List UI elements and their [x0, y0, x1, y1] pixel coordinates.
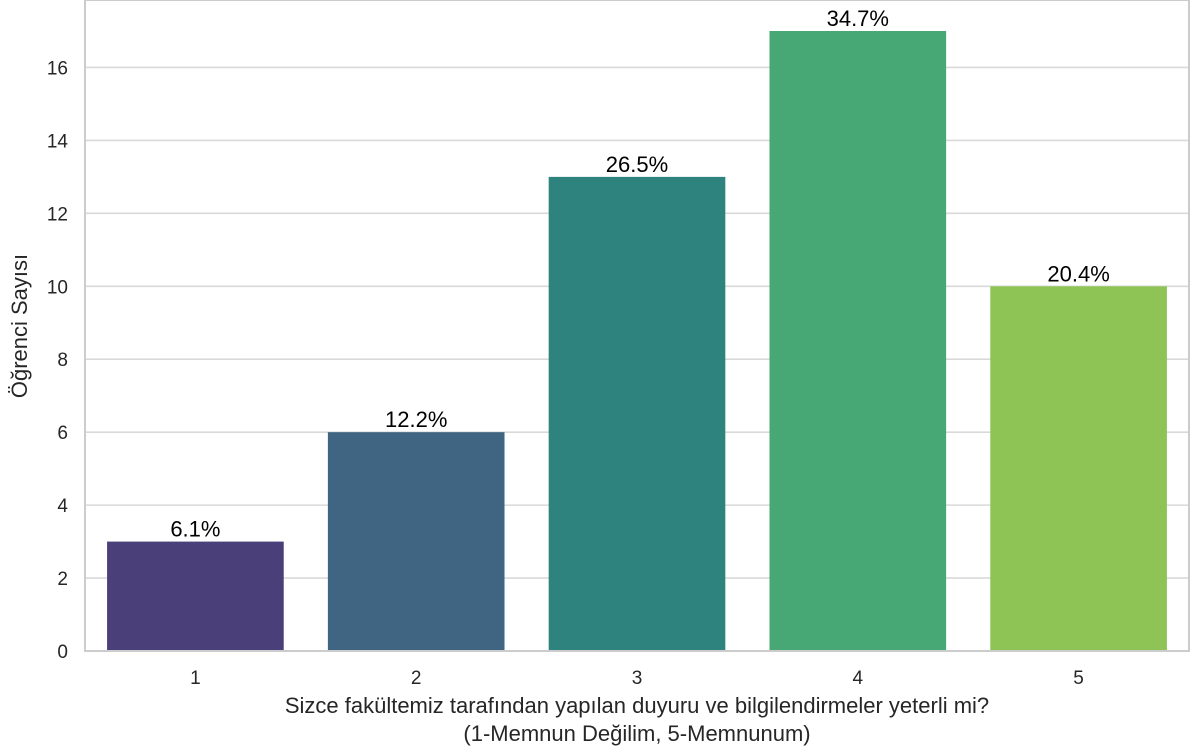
bars [107, 31, 1167, 651]
x-tick-labels: 1 2 3 4 5 [190, 668, 1084, 689]
y-tick-label: 6 [57, 423, 68, 444]
y-tick-label: 4 [57, 496, 68, 517]
x-axis-title: Sizce fakültemiz tarafından yapılan duyu… [285, 693, 989, 718]
bar-data-label: 26.5% [606, 152, 668, 177]
x-axis-title-line2: (1-Memnun Değilim, 5-Memnunum) [463, 721, 810, 746]
x-tick-label: 1 [190, 668, 201, 689]
y-tick-label: 0 [57, 642, 68, 663]
x-tick-label: 4 [853, 668, 864, 689]
y-tick-label: 8 [57, 350, 68, 371]
bar [990, 286, 1167, 651]
x-tick-label: 3 [632, 668, 643, 689]
bar [769, 31, 947, 651]
bar [107, 541, 284, 651]
x-tick-label: 5 [1073, 668, 1084, 689]
y-tick-labels: 0 2 4 6 8 10 12 14 16 [47, 58, 69, 663]
bar-data-label: 6.1% [170, 517, 220, 542]
y-axis-title: Öğrenci Sayısı [7, 254, 32, 398]
plot-frame [84, 0, 1190, 652]
y-tick-label: 14 [47, 131, 69, 152]
bar-data-label: 34.7% [827, 6, 889, 31]
data-labels: 6.1% 12.2% 26.5% 34.7% 20.4% [170, 6, 1109, 542]
bar [548, 176, 726, 651]
bar [327, 432, 505, 651]
y-tick-label: 2 [57, 569, 68, 590]
y-tick-label: 12 [47, 204, 68, 225]
y-tick-label: 16 [47, 58, 68, 79]
y-tick-label: 10 [47, 277, 68, 298]
bar-data-label: 12.2% [385, 407, 447, 432]
x-tick-label: 2 [411, 668, 422, 689]
bar-data-label: 20.4% [1047, 261, 1109, 286]
